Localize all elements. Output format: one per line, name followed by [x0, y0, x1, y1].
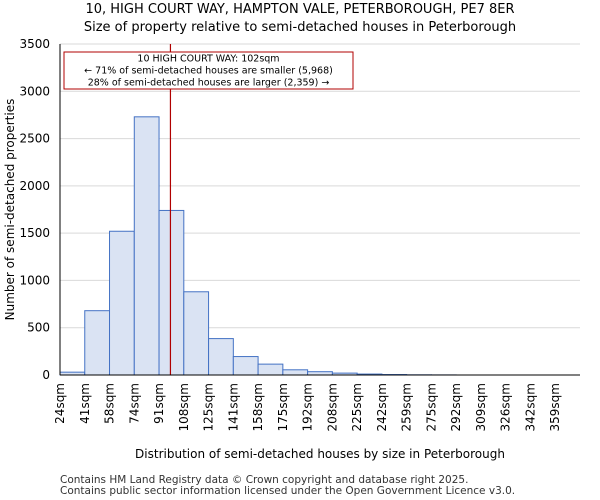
- x-tick-label: 192sqm: [301, 383, 315, 431]
- x-tick-label: 108sqm: [177, 383, 191, 431]
- annotation-line-1: 10 HIGH COURT WAY: 102sqm: [137, 54, 279, 65]
- x-axis-label: Distribution of semi-detached houses by …: [135, 447, 505, 461]
- y-tick-label: 2500: [19, 132, 50, 146]
- x-tick-label: 175sqm: [276, 383, 290, 431]
- y-tick-label: 1500: [19, 226, 50, 240]
- x-tick-label: 275sqm: [424, 383, 438, 431]
- bar: [282, 369, 309, 376]
- y-tick-label: 500: [27, 321, 50, 335]
- bar: [109, 230, 135, 376]
- x-tick-label: 141sqm: [226, 383, 240, 431]
- x-tick-label: 24sqm: [53, 383, 67, 424]
- y-tick-label: 0: [42, 368, 50, 382]
- x-tick-label: 292sqm: [449, 383, 463, 431]
- x-tick-label: 74sqm: [127, 383, 141, 424]
- x-tick-label: 342sqm: [523, 383, 537, 431]
- bars: [59, 116, 457, 376]
- chart-title-subtitle: Size of property relative to semi-detach…: [83, 20, 517, 35]
- bar: [133, 116, 160, 376]
- x-tick-label: 41sqm: [78, 383, 92, 424]
- footer-copyright: Contains HM Land Registry data © Crown c…: [60, 474, 469, 486]
- chart-title-address: 10, HIGH COURT WAY, HAMPTON VALE, PETERB…: [85, 2, 515, 17]
- x-tick-label: 58sqm: [103, 383, 117, 424]
- y-axis-label: Number of semi-detached properties: [3, 99, 17, 321]
- x-tick-labels: 24sqm 41sqm 58sqm 74sqm 91sqm 108sqm 125sqm 141…: [53, 383, 562, 431]
- annotation-line-3: 28% of semi-detached houses are larger (…: [88, 78, 330, 89]
- footer-licence: Contains public sector information licen…: [60, 485, 516, 497]
- x-tick-label: 309sqm: [474, 383, 488, 431]
- annotation-line-2: ← 71% of semi-detached houses are smalle…: [84, 66, 333, 77]
- x-tick-label: 208sqm: [325, 383, 339, 431]
- bar: [158, 209, 185, 376]
- y-tick-label: 1000: [19, 273, 50, 287]
- x-tick-label: 359sqm: [548, 383, 562, 431]
- axes: [59, 44, 580, 376]
- y-tick-label: 3000: [19, 84, 50, 98]
- bar: [208, 338, 234, 376]
- bar: [183, 291, 210, 376]
- annotation-box: 10 HIGH COURT WAY: 102sqm ← 71% of semi-…: [63, 51, 354, 90]
- x-tick-label: 158sqm: [251, 383, 265, 431]
- x-tick-label: 259sqm: [400, 383, 414, 431]
- x-tick-label: 326sqm: [499, 383, 513, 431]
- y-tick-label: 2000: [19, 179, 50, 193]
- histogram-chart: 0 500 1000 1500 2000 2500 3000 3500 24sqm 41sqm 5…: [3, 37, 580, 461]
- x-tick-label: 91sqm: [152, 383, 166, 424]
- y-tick-labels: 0 500 1000 1500 2000 2500 3000 3500: [19, 37, 50, 382]
- bar: [257, 363, 284, 376]
- bar: [84, 310, 111, 376]
- y-tick-label: 3500: [19, 37, 50, 51]
- x-tick-label: 242sqm: [375, 383, 389, 431]
- bar: [232, 356, 259, 376]
- x-tick-label: 225sqm: [350, 383, 364, 431]
- annotation-frame: [63, 51, 354, 90]
- x-tick-label: 125sqm: [202, 383, 216, 431]
